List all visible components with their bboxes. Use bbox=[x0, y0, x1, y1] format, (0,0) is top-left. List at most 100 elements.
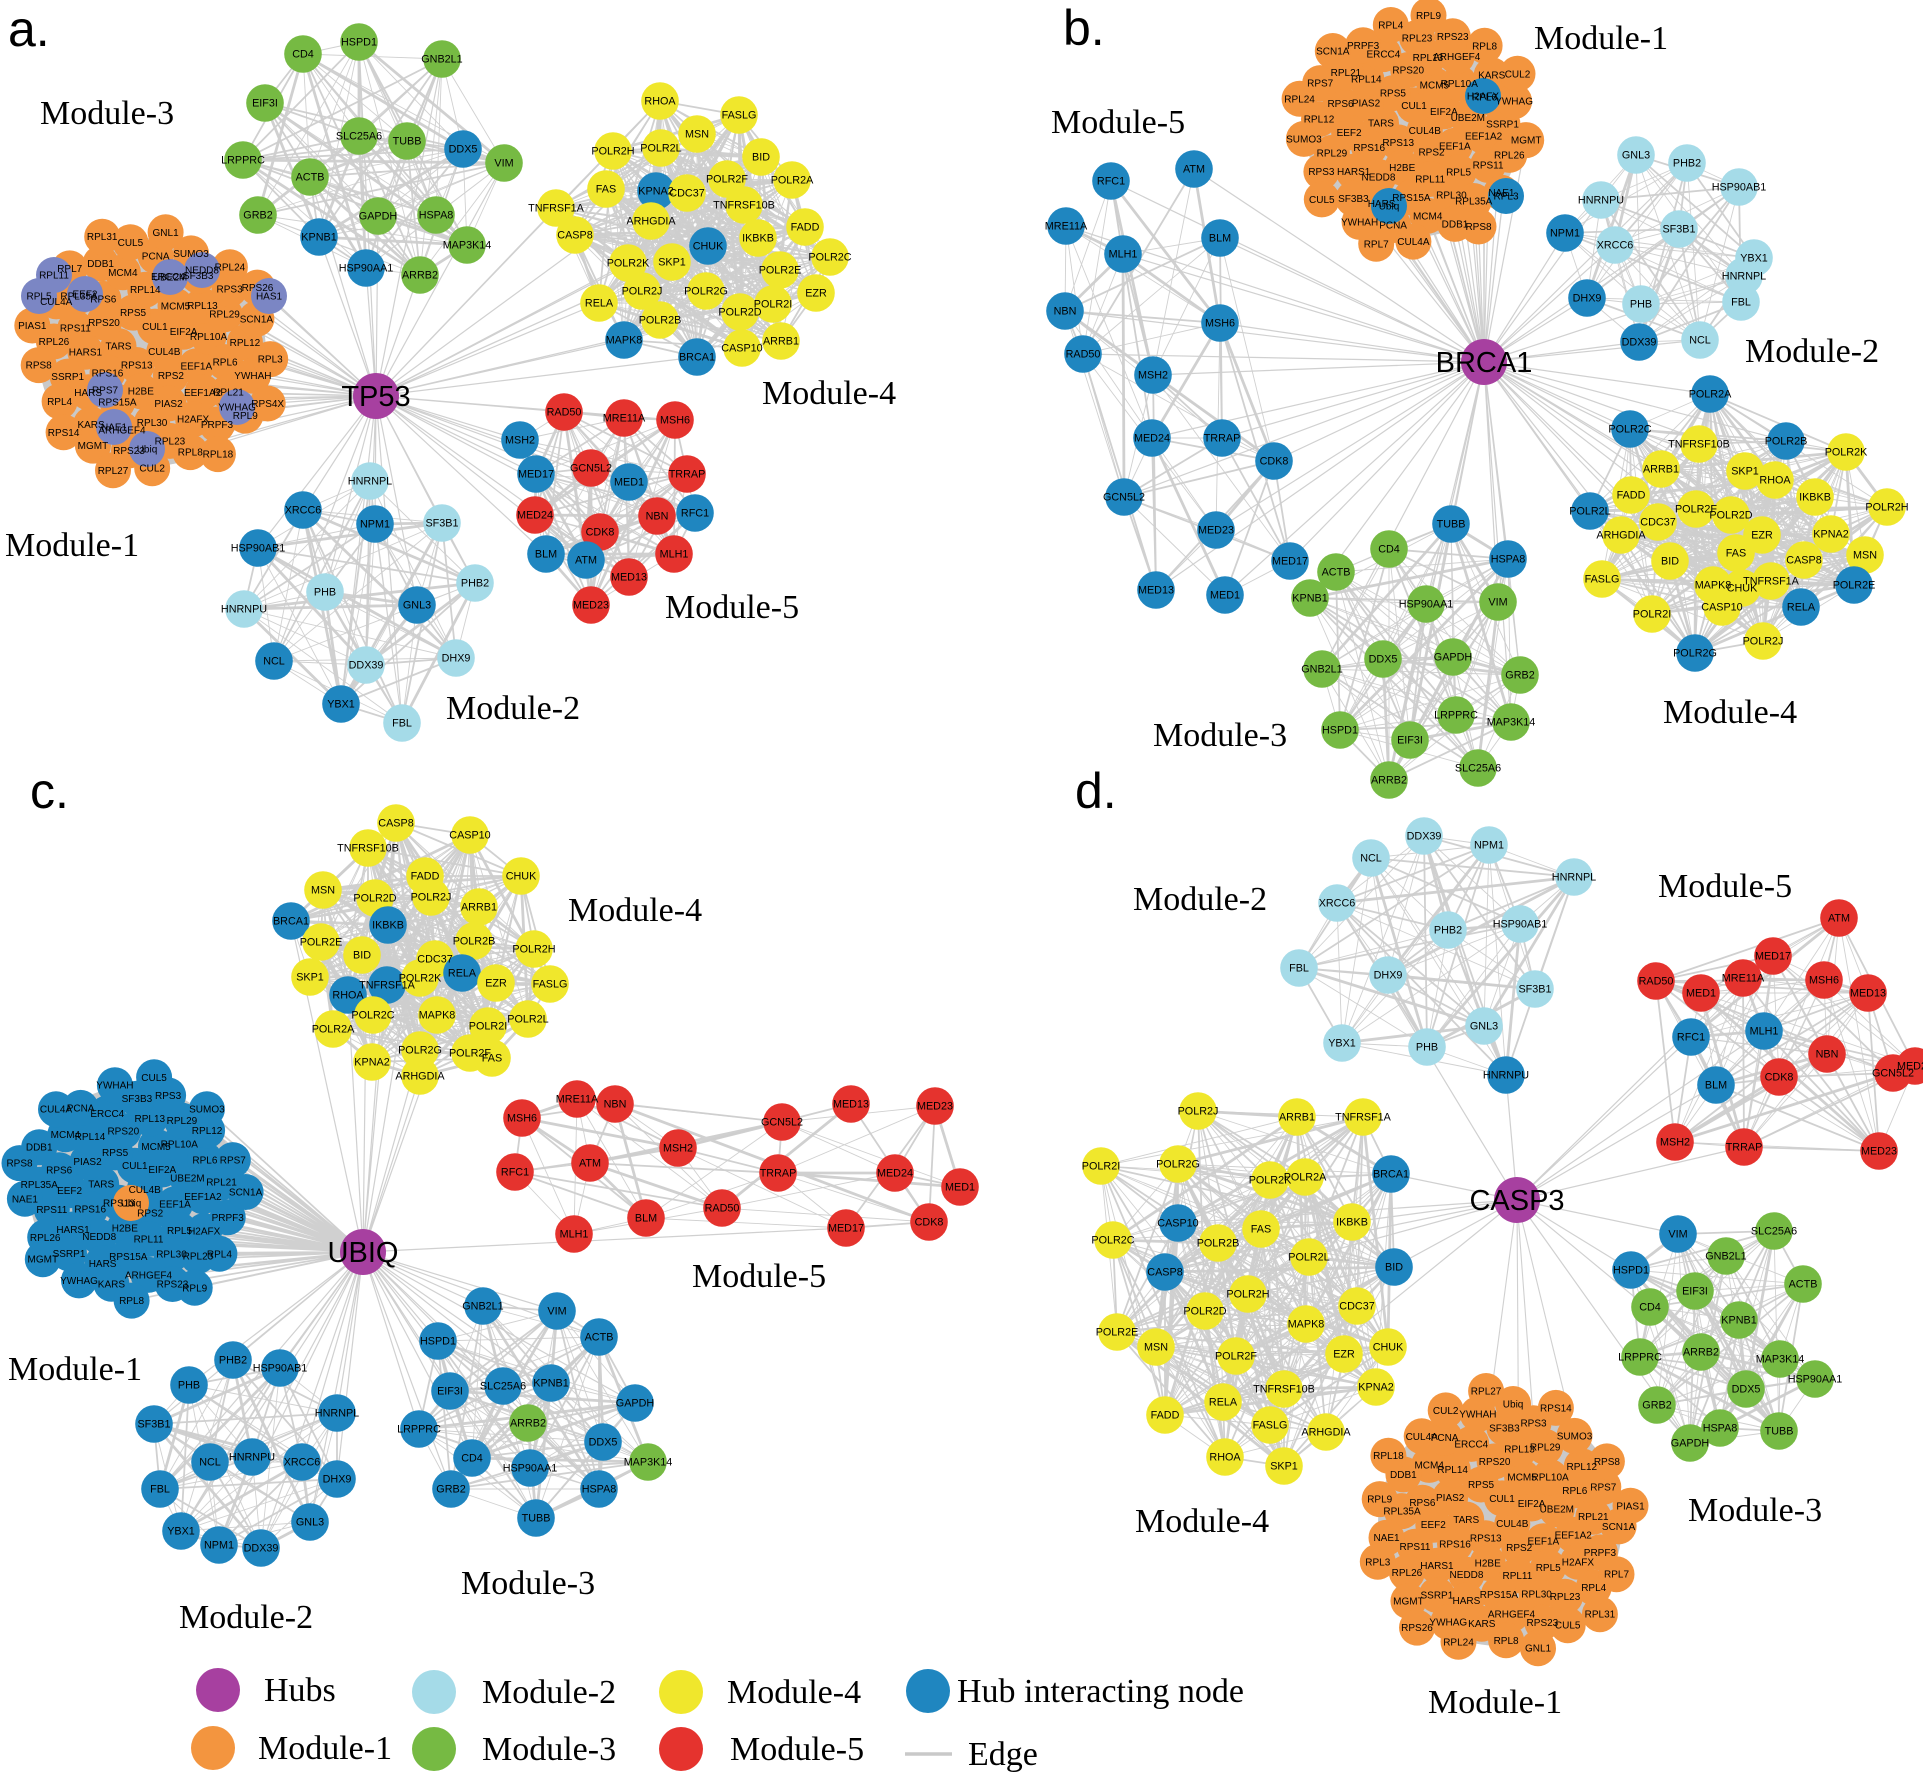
svg-text:TNFRSF10B: TNFRSF10B bbox=[1253, 1384, 1315, 1396]
svg-text:CUL4B: CUL4B bbox=[129, 1185, 162, 1196]
svg-text:Module-2: Module-2 bbox=[482, 1674, 616, 1711]
svg-text:Module-1: Module-1 bbox=[1428, 1684, 1562, 1721]
svg-text:POLR2F: POLR2F bbox=[1215, 1351, 1257, 1363]
svg-text:Module-5: Module-5 bbox=[692, 1258, 826, 1295]
svg-text:XRCC6: XRCC6 bbox=[284, 1457, 321, 1469]
svg-text:BRCA1: BRCA1 bbox=[679, 352, 715, 364]
svg-text:HARS1: HARS1 bbox=[56, 1225, 90, 1236]
svg-text:RPL27: RPL27 bbox=[98, 466, 129, 477]
svg-text:POLR2I: POLR2I bbox=[1633, 609, 1671, 621]
svg-text:RPS3: RPS3 bbox=[155, 1091, 182, 1102]
svg-text:MGMT: MGMT bbox=[1393, 1597, 1424, 1608]
svg-text:RPS14: RPS14 bbox=[48, 428, 80, 439]
svg-text:GNL3: GNL3 bbox=[1470, 1021, 1498, 1033]
svg-text:ERCC4: ERCC4 bbox=[151, 272, 185, 283]
svg-text:HNRNPL: HNRNPL bbox=[1722, 271, 1766, 283]
svg-text:Ubiq: Ubiq bbox=[1379, 202, 1400, 213]
svg-text:RPL35A: RPL35A bbox=[21, 1180, 59, 1191]
svg-text:EEF1A2: EEF1A2 bbox=[1465, 132, 1503, 143]
svg-text:RPS6: RPS6 bbox=[90, 294, 117, 305]
svg-text:MRE11A: MRE11A bbox=[556, 1094, 599, 1106]
svg-text:CDK8: CDK8 bbox=[1260, 456, 1289, 468]
svg-text:RPL10A: RPL10A bbox=[1441, 79, 1479, 90]
svg-text:HSP90AA1: HSP90AA1 bbox=[339, 263, 394, 275]
svg-text:YWHAH: YWHAH bbox=[96, 1081, 133, 1092]
svg-text:UBIQ: UBIQ bbox=[328, 1237, 399, 1269]
svg-text:H2AFX: H2AFX bbox=[188, 1227, 221, 1238]
svg-text:MED24: MED24 bbox=[1897, 1061, 1923, 1073]
svg-text:POLR2A: POLR2A bbox=[1689, 389, 1732, 401]
svg-text:H2AFX: H2AFX bbox=[1467, 92, 1500, 103]
svg-text:EEF1A: EEF1A bbox=[159, 1200, 191, 1211]
svg-text:CASP8: CASP8 bbox=[378, 818, 413, 830]
svg-text:MCM4: MCM4 bbox=[51, 1130, 81, 1141]
svg-text:MED24: MED24 bbox=[1134, 433, 1170, 445]
svg-text:CASP8: CASP8 bbox=[557, 230, 592, 242]
svg-text:DDX39: DDX39 bbox=[349, 660, 384, 672]
svg-text:MAPK8: MAPK8 bbox=[1695, 580, 1732, 592]
svg-text:NBN: NBN bbox=[1816, 1049, 1839, 1061]
svg-text:MSN: MSN bbox=[1853, 550, 1877, 562]
svg-text:POLR2A: POLR2A bbox=[771, 175, 814, 187]
svg-text:CUL2: CUL2 bbox=[1433, 1406, 1459, 1417]
svg-text:SF3B3: SF3B3 bbox=[1489, 1423, 1520, 1434]
svg-text:HNRNPL: HNRNPL bbox=[315, 1408, 359, 1420]
svg-text:GCN5L2: GCN5L2 bbox=[1872, 1068, 1914, 1080]
svg-text:SSRP1: SSRP1 bbox=[1421, 1591, 1454, 1602]
svg-text:MRE11A: MRE11A bbox=[1722, 973, 1765, 985]
svg-text:HARS: HARS bbox=[1453, 1596, 1481, 1607]
svg-text:HSP90AA1: HSP90AA1 bbox=[1788, 1374, 1843, 1386]
svg-text:RPL13: RPL13 bbox=[1504, 1445, 1535, 1456]
svg-text:RPL9: RPL9 bbox=[1416, 11, 1441, 22]
svg-text:MED17: MED17 bbox=[1755, 951, 1791, 963]
svg-text:RPL14: RPL14 bbox=[130, 285, 161, 296]
svg-text:RELA: RELA bbox=[585, 298, 614, 310]
svg-text:RPS3: RPS3 bbox=[1520, 1419, 1547, 1430]
svg-text:PRPF3: PRPF3 bbox=[212, 1213, 245, 1224]
svg-text:MED13: MED13 bbox=[1850, 988, 1886, 1000]
svg-text:Hubs: Hubs bbox=[264, 1672, 336, 1709]
svg-text:PIAS2: PIAS2 bbox=[1436, 1493, 1465, 1504]
svg-text:RPL3: RPL3 bbox=[1365, 1557, 1390, 1568]
svg-text:EEF2: EEF2 bbox=[1337, 128, 1362, 139]
svg-text:CD4: CD4 bbox=[1378, 544, 1400, 556]
svg-text:Module-4: Module-4 bbox=[762, 375, 896, 412]
svg-text:PIAS2: PIAS2 bbox=[154, 399, 183, 410]
svg-text:RPL27: RPL27 bbox=[1471, 1387, 1502, 1398]
svg-text:TNFRSF10B: TNFRSF10B bbox=[713, 200, 775, 212]
svg-text:MED13: MED13 bbox=[833, 1099, 869, 1111]
svg-text:DDX39: DDX39 bbox=[244, 1543, 279, 1555]
svg-text:YWHAG: YWHAG bbox=[1495, 97, 1533, 108]
svg-text:DDX39: DDX39 bbox=[1622, 337, 1657, 349]
svg-text:NBN: NBN bbox=[604, 1099, 627, 1111]
svg-text:MSN: MSN bbox=[685, 129, 709, 141]
svg-text:MSN: MSN bbox=[311, 885, 335, 897]
svg-text:EEF1A2: EEF1A2 bbox=[1555, 1530, 1593, 1541]
svg-text:RPL11: RPL11 bbox=[39, 271, 69, 282]
svg-text:NEDD8: NEDD8 bbox=[1362, 172, 1396, 183]
svg-text:RPL8: RPL8 bbox=[178, 448, 203, 459]
svg-text:ATM: ATM bbox=[575, 555, 597, 567]
svg-text:RPS20: RPS20 bbox=[88, 318, 120, 329]
svg-text:SF3B1: SF3B1 bbox=[1662, 224, 1695, 236]
svg-text:RPL26: RPL26 bbox=[30, 1233, 61, 1244]
svg-text:DDB1: DDB1 bbox=[1442, 219, 1469, 230]
svg-text:DDB1: DDB1 bbox=[87, 259, 114, 270]
svg-text:LRPPRC: LRPPRC bbox=[1618, 1352, 1662, 1364]
svg-text:Module-3: Module-3 bbox=[1688, 1492, 1822, 1529]
svg-text:CASP10: CASP10 bbox=[721, 343, 762, 355]
svg-text:PCNA: PCNA bbox=[1379, 221, 1407, 232]
svg-text:DHX9: DHX9 bbox=[1374, 970, 1403, 982]
svg-text:EZR: EZR bbox=[1751, 530, 1773, 542]
svg-text:MED1: MED1 bbox=[1210, 590, 1240, 602]
svg-text:KARS: KARS bbox=[77, 420, 105, 431]
svg-text:FASLG: FASLG bbox=[722, 110, 757, 122]
svg-text:RPL5: RPL5 bbox=[26, 292, 51, 303]
svg-text:LRPPRC: LRPPRC bbox=[221, 155, 265, 167]
svg-text:RPL12: RPL12 bbox=[1304, 115, 1335, 126]
svg-text:Module-4: Module-4 bbox=[568, 892, 702, 929]
svg-text:GNB2L1: GNB2L1 bbox=[1301, 664, 1342, 676]
svg-text:ARRB2: ARRB2 bbox=[1371, 775, 1407, 787]
svg-text:MSN: MSN bbox=[1144, 1342, 1168, 1354]
svg-text:MCM4: MCM4 bbox=[108, 268, 138, 279]
